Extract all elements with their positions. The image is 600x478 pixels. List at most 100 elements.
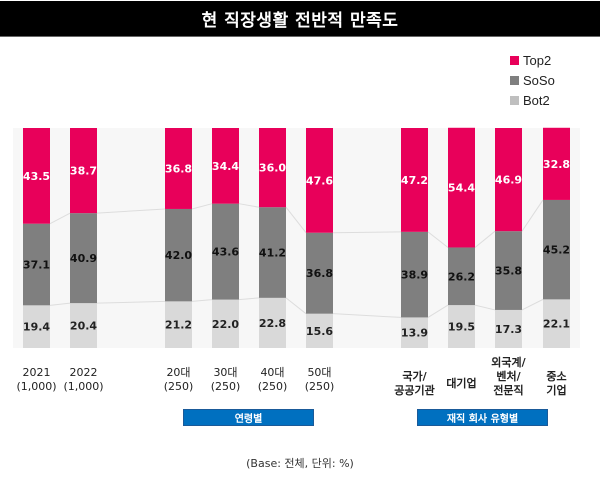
data-label-top2: 54.4: [448, 182, 475, 195]
data-label-bot2: 22.1: [543, 318, 570, 331]
legend: Top2 SoSo Bot2: [510, 50, 555, 110]
legend-item-bot2: Bot2: [510, 90, 555, 110]
legend-swatch-top2: [510, 55, 519, 65]
bar-segment-soso: [259, 207, 286, 298]
connector-line-soso: [191, 203, 213, 210]
bar-segment-soso: [212, 203, 239, 300]
data-label-bot2: 17.3: [495, 323, 522, 336]
bar-segment-soso: [448, 247, 475, 306]
bar-segment-top2: [259, 128, 286, 208]
legend-label-soso: SoSo: [523, 72, 555, 88]
bar-segment-bot2: [401, 317, 428, 348]
connector-line-bot2: [238, 297, 260, 301]
legend-swatch-soso: [510, 75, 519, 85]
x-tick-label: 중소 기업: [546, 370, 567, 397]
bar-segment-bot2: [165, 301, 192, 348]
data-label-top2: 47.2: [401, 174, 428, 187]
data-label-top2: 47.6: [306, 174, 333, 187]
bar-segment-top2: [306, 128, 333, 233]
bar-segment-soso: [165, 208, 192, 302]
group-label-age: 연령별: [183, 409, 314, 426]
x-tick-label: 50대 (250): [304, 366, 335, 393]
x-tick-label: 대기업: [446, 377, 477, 390]
connector-line-bot2: [332, 313, 402, 318]
x-tick-label: 국가/ 공공기관: [394, 370, 435, 397]
chart-title: 현 직장생활 전반적 만족도: [201, 11, 399, 31]
bar-segment-top2: [495, 128, 522, 232]
data-label-soso: 36.8: [306, 267, 333, 280]
data-label-bot2: 19.4: [23, 321, 50, 334]
connector-line-bot2: [96, 300, 166, 304]
bar-segment-soso: [23, 223, 50, 306]
bar-segment-bot2: [23, 305, 50, 348]
data-label-top2: 46.9: [495, 174, 522, 187]
bar-segment-top2: [401, 128, 428, 232]
group-label-company-type: 재직 회사 유형별: [417, 409, 548, 426]
data-label-bot2: 19.5: [448, 321, 475, 334]
bar-segment-bot2: [495, 309, 522, 348]
connector-line-soso: [474, 230, 496, 248]
bar-segment-bot2: [259, 297, 286, 348]
data-label-top2: 38.7: [70, 165, 97, 178]
bar-segment-top2: [212, 128, 239, 204]
data-label-bot2: 20.4: [70, 320, 97, 333]
bar-segment-bot2: [306, 313, 333, 348]
connector-line-bot2: [285, 297, 307, 315]
data-label-top2: 32.8: [543, 158, 570, 171]
legend-swatch-bot2: [510, 95, 519, 105]
legend-label-bot2: Bot2: [523, 92, 550, 108]
bar-segment-soso: [306, 232, 333, 314]
connector-line-bot2: [521, 298, 544, 311]
legend-label-top2: Top2: [523, 52, 552, 68]
data-label-bot2: 22.8: [259, 317, 286, 330]
bar-segment-soso: [495, 231, 522, 310]
data-label-soso: 40.9: [70, 252, 97, 265]
data-label-bot2: 15.6: [306, 325, 333, 338]
data-label-soso: 45.2: [543, 244, 570, 257]
bar-segment-top2: [448, 127, 475, 248]
connector-line-soso: [238, 203, 260, 208]
bar-segment-bot2: [448, 305, 475, 348]
x-tick-label: 외국계/ 벤처/ 전문직: [491, 356, 526, 397]
data-label-soso: 35.8: [495, 265, 522, 278]
connector-line-soso: [332, 231, 402, 234]
connector-line-soso: [427, 231, 449, 248]
plot-background: [13, 128, 580, 348]
connector-line-bot2: [474, 304, 496, 311]
x-tick-label: 40대 (250): [257, 366, 288, 393]
legend-item-soso: SoSo: [510, 70, 555, 90]
connector-line-bot2: [49, 302, 71, 306]
connector-line-soso: [521, 199, 544, 232]
data-label-top2: 34.4: [212, 160, 239, 173]
bar-segment-soso: [543, 199, 570, 300]
data-label-top2: 43.5: [23, 170, 50, 183]
legend-item-top2: Top2: [510, 50, 555, 70]
bar-segment-bot2: [212, 299, 239, 348]
chart-title-bar: 현 직장생활 전반적 만족도: [0, 1, 600, 37]
base-note: (Base: 전체, 단위: %): [246, 457, 354, 470]
data-label-soso: 38.9: [401, 269, 428, 282]
data-label-soso: 43.6: [212, 246, 239, 259]
x-tick-label: 2022 (1,000): [63, 366, 104, 393]
data-label-bot2: 13.9: [401, 327, 428, 340]
bar-segment-soso: [70, 213, 97, 304]
bar-segment-soso: [401, 231, 428, 318]
bar-segment-top2: [23, 128, 50, 224]
bar-segment-top2: [70, 128, 97, 214]
connector-line-soso: [285, 206, 307, 234]
bar-segment-top2: [165, 128, 192, 209]
x-tick-label: 20대 (250): [163, 366, 194, 393]
data-label-top2: 36.8: [165, 162, 192, 175]
data-label-soso: 41.2: [259, 247, 286, 260]
bar-segment-bot2: [543, 299, 570, 348]
connector-line-soso: [96, 208, 166, 214]
data-label-soso: 42.0: [165, 249, 192, 262]
x-tick-label: 30대 (250): [210, 366, 241, 393]
connector-line-bot2: [427, 304, 449, 318]
bar-segment-top2: [543, 127, 570, 200]
bar-segment-bot2: [70, 303, 97, 348]
data-label-top2: 36.0: [259, 162, 286, 175]
x-tick-label: 2021 (1,000): [16, 366, 57, 393]
data-label-bot2: 22.0: [212, 318, 239, 331]
